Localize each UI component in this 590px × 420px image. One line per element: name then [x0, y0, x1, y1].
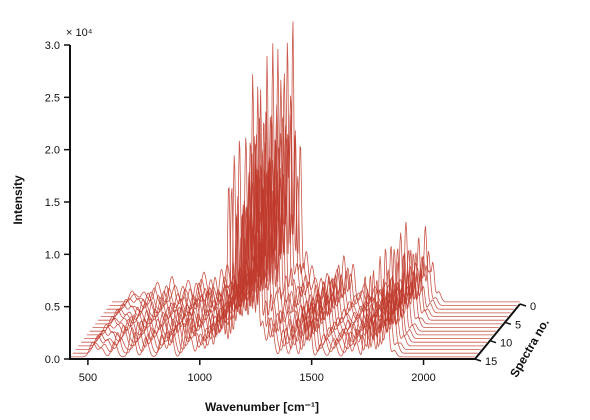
spectrum-line	[75, 86, 481, 350]
z-tick-label: 15	[485, 356, 497, 368]
z-tick-label: 5	[515, 319, 521, 331]
z-tick-mark	[489, 339, 497, 344]
spectrum-line	[84, 56, 490, 339]
spectrum-line	[103, 42, 511, 314]
y-multiplier-label: × 10⁴	[66, 27, 93, 39]
spectrum-line	[72, 142, 478, 354]
spectrum-line	[109, 21, 517, 306]
y-tick-label: 3.0	[45, 40, 60, 52]
chart-ticks: 0.0 0.5 1.0 1.5 2.0 2.5 3.0 500 1000 1500 2000 0510…	[45, 40, 536, 384]
y-tick-label: 1.0	[45, 249, 60, 261]
z-tick-label: 10	[500, 338, 512, 350]
spectrum-line	[95, 48, 502, 325]
y-tick-label: 2.5	[45, 92, 60, 104]
y-tick-label: 0.5	[45, 302, 60, 314]
x-axis-title: Wavenumber [cm⁻¹]	[205, 400, 319, 414]
z-tick-label: 0	[530, 301, 536, 313]
spectrum-line	[106, 111, 514, 310]
spectrum-line	[78, 89, 484, 347]
y-axis-title: Intensity	[11, 175, 25, 225]
spectrum-line	[89, 43, 496, 332]
z-tick-mark	[519, 303, 527, 307]
y-tick-label: 1.5	[45, 197, 60, 209]
y-tick-label: 0.0	[45, 354, 60, 366]
x-tick-label: 1500	[299, 372, 323, 384]
z-axis-line	[474, 303, 521, 360]
spectra-lines	[70, 21, 520, 358]
z-axis-title: Spectra no.	[507, 316, 552, 380]
spectrum-line	[112, 95, 520, 303]
x-tick-label: 2000	[411, 372, 435, 384]
spectrum-line	[70, 74, 475, 358]
z-tick-mark	[504, 321, 512, 326]
x-tick-label: 1000	[188, 372, 212, 384]
z-tick-mark	[474, 358, 482, 362]
y-tick-label: 2.0	[45, 145, 60, 157]
x-tick-label: 500	[79, 372, 97, 384]
